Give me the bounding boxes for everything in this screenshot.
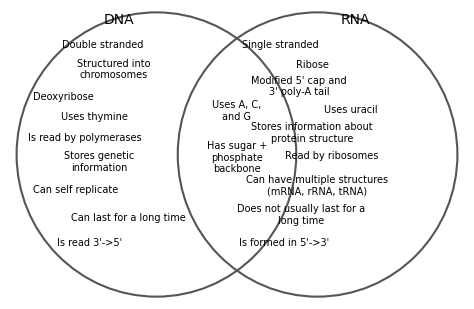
Text: Deoxyribose: Deoxyribose (33, 92, 94, 102)
Text: Stores genetic
information: Stores genetic information (64, 151, 135, 173)
Text: Is read 3'->5': Is read 3'->5' (57, 238, 123, 248)
Text: Uses A, C,
and G: Uses A, C, and G (212, 100, 262, 122)
Text: Ribose: Ribose (296, 60, 329, 70)
Text: Can last for a long time: Can last for a long time (71, 213, 186, 223)
Text: Is formed in 5'->3': Is formed in 5'->3' (239, 238, 329, 248)
Text: Has sugar +
phosphate
backbone: Has sugar + phosphate backbone (207, 141, 267, 174)
Text: Does not usually last for a
long time: Does not usually last for a long time (237, 204, 365, 226)
Text: Can self replicate: Can self replicate (33, 185, 118, 195)
Text: DNA: DNA (103, 13, 134, 27)
Text: Read by ribosomes: Read by ribosomes (285, 151, 378, 161)
Text: Uses uracil: Uses uracil (324, 105, 378, 115)
Text: Modified 5' cap and
3' poly-A tail: Modified 5' cap and 3' poly-A tail (251, 76, 347, 97)
Text: RNA: RNA (341, 13, 370, 27)
Text: Is read by polymerases: Is read by polymerases (28, 133, 142, 142)
Text: Uses thymine: Uses thymine (61, 112, 128, 122)
Text: Single stranded: Single stranded (242, 40, 319, 50)
Text: Can have multiple structures
(mRNA, rRNA, tRNA): Can have multiple structures (mRNA, rRNA… (246, 175, 389, 196)
Text: Double stranded: Double stranded (62, 40, 143, 50)
Text: Stores information about
protein structure: Stores information about protein structu… (251, 122, 373, 144)
Text: Structured into
chromosomes: Structured into chromosomes (77, 59, 151, 80)
